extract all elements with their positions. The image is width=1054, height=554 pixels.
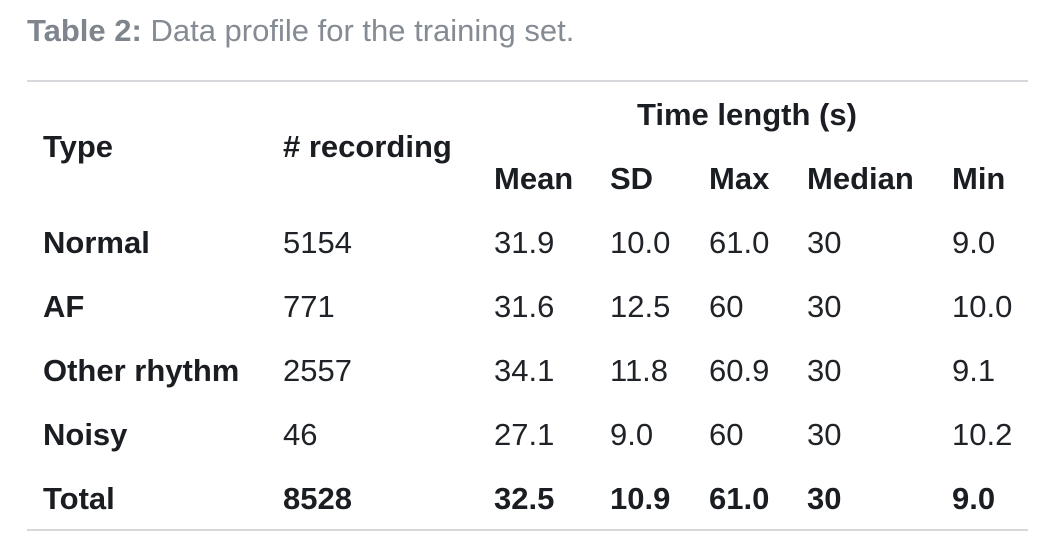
header-mean: Mean	[494, 161, 574, 196]
row-recording: 2557	[283, 353, 352, 388]
table-bottom-rule	[27, 529, 1028, 531]
row-mean: 34.1	[494, 353, 555, 388]
header-type: Type	[43, 129, 114, 164]
row-mean: 31.6	[494, 289, 555, 324]
row-sd: 12.5	[610, 289, 671, 324]
row-min: 9.0	[952, 225, 996, 260]
row-mean: 32.5	[494, 481, 555, 516]
row-median: 30	[807, 417, 842, 452]
row-sd: 11.8	[610, 353, 669, 388]
row-sd: 10.0	[610, 225, 671, 260]
caption-text: Data profile for the training set.	[141, 13, 575, 48]
row-type: Normal	[43, 225, 150, 260]
row-mean: 27.1	[494, 417, 555, 452]
header-recording: # recording	[283, 129, 452, 164]
row-median: 30	[807, 225, 842, 260]
row-median: 30	[807, 353, 842, 388]
row-sd: 9.0	[610, 417, 654, 452]
row-max: 61.0	[709, 481, 770, 516]
row-type: Total	[43, 481, 115, 516]
header-sd: SD	[610, 161, 654, 196]
row-sd: 10.9	[610, 481, 671, 516]
row-min: 10.2	[952, 417, 1013, 452]
row-recording: 8528	[283, 481, 352, 516]
row-min: 9.0	[952, 481, 996, 516]
table-top-rule	[27, 80, 1028, 82]
row-recording: 771	[283, 289, 335, 324]
row-type: Other rhythm	[43, 353, 240, 388]
row-type: Noisy	[43, 417, 128, 452]
row-max: 60	[709, 417, 744, 452]
header-time-length: Time length (s)	[637, 97, 857, 132]
caption-label: Table 2:	[27, 13, 142, 48]
row-max: 60	[709, 289, 744, 324]
header-min: Min	[952, 161, 1006, 196]
row-median: 30	[807, 481, 842, 516]
header-max: Max	[709, 161, 770, 196]
row-min: 9.1	[952, 353, 996, 388]
header-median: Median	[807, 161, 914, 196]
row-min: 10.0	[952, 289, 1013, 324]
row-type: AF	[43, 289, 85, 324]
row-recording: 5154	[283, 225, 352, 260]
row-max: 61.0	[709, 225, 770, 260]
row-mean: 31.9	[494, 225, 555, 260]
row-max: 60.9	[709, 353, 770, 388]
row-recording: 46	[283, 417, 318, 452]
table-caption: Table 2: Data profile for the training s…	[27, 13, 574, 49]
row-median: 30	[807, 289, 842, 324]
